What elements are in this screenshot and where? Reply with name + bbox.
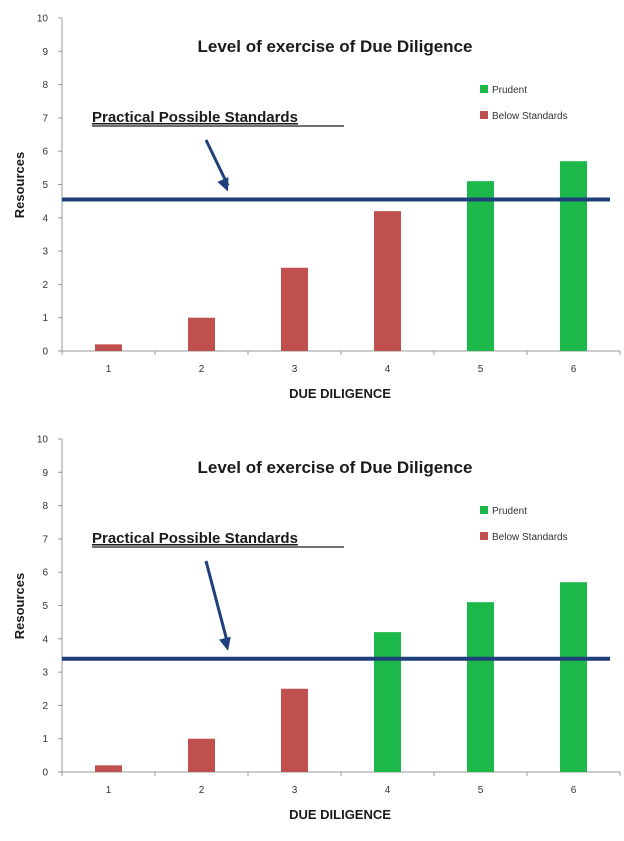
y-tick-label: 8 [42,501,48,512]
y-tick-label: 0 [42,768,48,779]
chart-title: Level of exercise of Due Diligence [198,37,473,56]
bar [467,181,494,351]
x-tick-label: 4 [385,364,391,375]
bar [188,738,215,772]
y-tick-label: 5 [42,180,48,191]
chart-bottom-svg: Level of exercise of Due Diligence 0 1 2 3 4 5… [12,435,621,822]
y-tick-label: 2 [42,280,48,291]
legend-swatch [480,532,488,540]
x-tick-label: 5 [478,785,484,796]
y-tick-label: 3 [42,668,48,679]
legend-label: Prudent [492,85,527,96]
y-tick-label: 1 [42,734,48,745]
legend-label: Prudent [492,506,527,517]
x-tick-label: 3 [292,785,298,796]
y-tick-label: 8 [42,80,48,91]
y-tick-label: 1 [42,313,48,324]
bar [188,317,215,351]
arrow-head [219,636,231,651]
bar [374,211,401,351]
x-axis-title: DUE DILIGENCE [289,386,391,401]
x-tick-label: 3 [292,364,298,375]
legend-swatch [480,85,488,93]
chart-bottom: Level of exercise of Due Diligence 0 1 2 3 4 5… [0,421,624,841]
x-tick-label: 1 [106,785,112,796]
threshold-label: Practical Possible Standards [92,530,298,547]
y-tick-label: 7 [42,113,48,124]
x-tick-label: 5 [478,364,484,375]
legend-label: Below Standards [492,111,568,122]
chart-title: Level of exercise of Due Diligence [198,458,473,477]
y-tick-label: 5 [42,601,48,612]
bar [467,602,494,772]
arrow-head [217,177,229,192]
y-tick-label: 6 [42,568,48,579]
x-tick-label: 2 [199,364,205,375]
y-tick-label: 6 [42,147,48,158]
bar [281,688,308,772]
x-axis-title: DUE DILIGENCE [289,807,391,822]
y-tick-label: 9 [42,468,48,479]
y-tick-label: 4 [42,634,48,645]
x-tick-label: 4 [385,785,391,796]
legend-swatch [480,506,488,514]
threshold-label: Practical Possible Standards [92,109,298,126]
bar [95,344,122,351]
y-tick-label: 2 [42,701,48,712]
bar [560,161,587,351]
x-tick-label: 6 [571,785,577,796]
y-axis-title: Resources [12,573,27,639]
y-tick-label: 7 [42,534,48,545]
legend-swatch [480,111,488,119]
legend-label: Below Standards [492,532,568,543]
chart-top: Level of exercise of Due Diligence 0 1 2 3 4 5… [0,0,624,420]
bar [560,582,587,772]
x-tick-label: 2 [199,785,205,796]
y-tick-label: 0 [42,347,48,358]
arrow-shaft [204,139,230,187]
y-tick-label: 10 [37,14,49,25]
arrow-shaft [204,560,230,646]
x-tick-label: 6 [571,364,577,375]
bar [95,765,122,772]
y-tick-label: 9 [42,47,48,58]
y-axis-title: Resources [12,152,27,218]
y-tick-label: 10 [37,435,49,446]
chart-top-svg: Level of exercise of Due Diligence 0 1 2 3 4 5… [12,14,621,401]
bar [281,267,308,351]
x-tick-label: 1 [106,364,112,375]
bar [374,632,401,772]
y-tick-label: 3 [42,247,48,258]
y-tick-label: 4 [42,213,48,224]
